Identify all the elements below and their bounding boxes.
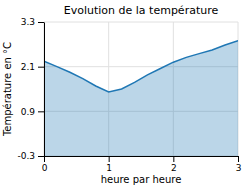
tick-label: 1 <box>106 163 112 173</box>
title: Evolution de la température <box>64 4 219 17</box>
tick: 2 <box>171 156 177 173</box>
marks <box>44 41 238 156</box>
tick: 3.3 <box>21 17 44 27</box>
x-axis-title: heure par heure <box>101 174 182 185</box>
chart-svg: 0 1 2 3 -0.3 0.9 2.1 3.3 Evolution de la tempéra… <box>0 0 250 188</box>
tick-mark <box>44 156 45 162</box>
tick-label: 0.9 <box>21 107 36 117</box>
tick-label: 2 <box>171 163 177 173</box>
tick-mark <box>38 111 44 112</box>
tick: 2.1 <box>21 62 44 72</box>
plot-area: 0 1 2 3 -0.3 0.9 2.1 3.3 <box>17 17 241 173</box>
x-axis: 0 1 2 3 <box>42 156 242 173</box>
tick-label: 3.3 <box>21 17 35 27</box>
axis-line <box>45 156 239 157</box>
y-axis: -0.3 0.9 2.1 3.3 <box>17 17 44 161</box>
tick-mark <box>238 156 239 162</box>
tick: 0.9 <box>21 107 44 117</box>
line <box>44 41 238 92</box>
tick: -0.3 <box>17 151 44 161</box>
tick-mark <box>38 156 44 157</box>
grid <box>44 22 238 156</box>
tick: 0 <box>42 156 48 173</box>
tick: 1 <box>106 156 112 173</box>
tick-mark <box>38 67 44 68</box>
axis-line <box>44 23 45 157</box>
area <box>44 41 238 156</box>
tick-mark <box>173 156 174 162</box>
tick-label: 3 <box>236 163 242 173</box>
tick-mark <box>109 156 110 162</box>
tick-label: -0.3 <box>17 151 35 161</box>
y-axis-title: Température en °C <box>2 42 13 137</box>
tick-label: 2.1 <box>21 62 35 72</box>
chart-container: 0 1 2 3 -0.3 0.9 2.1 3.3 Evolution de la tempéra… <box>0 0 250 188</box>
grid-line-x <box>44 22 45 156</box>
grid-line-y <box>44 22 238 23</box>
tick: 3 <box>236 156 242 173</box>
tick-label: 0 <box>42 163 48 173</box>
tick-mark <box>38 22 44 23</box>
